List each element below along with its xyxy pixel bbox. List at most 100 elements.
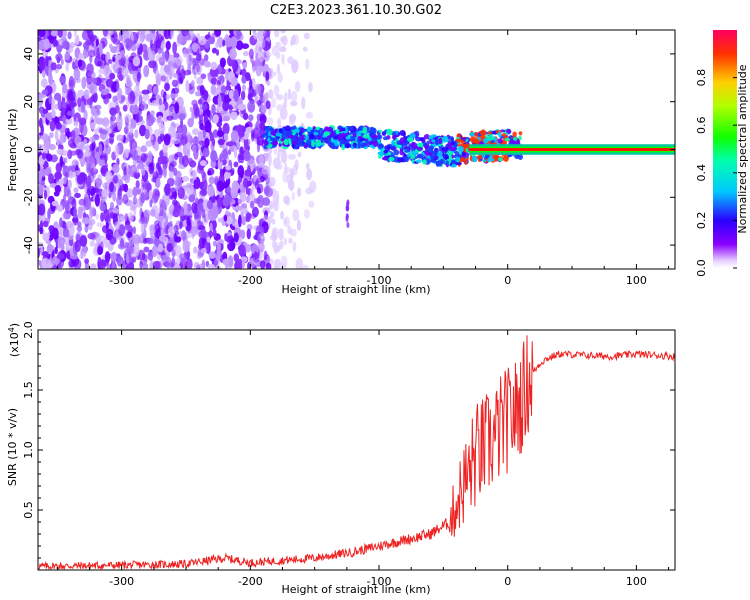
noise-blob [101, 159, 106, 165]
noise-blob [77, 59, 83, 68]
noise-blob [39, 168, 47, 177]
noise-blob [164, 30, 168, 38]
noise-blob [131, 142, 137, 151]
noise-blob [67, 149, 73, 160]
noise-blob [149, 134, 154, 141]
noise-blob [233, 88, 239, 102]
noise-blob [89, 136, 96, 143]
noise-blob [68, 259, 76, 268]
signal-blob [464, 143, 470, 149]
noise-blob [199, 102, 208, 111]
noise-blob [254, 180, 260, 191]
noise-blob [301, 264, 309, 269]
noise-blob [59, 155, 64, 168]
signal-blob [360, 142, 366, 148]
signal-blob [430, 154, 435, 161]
noise-blob [126, 167, 132, 178]
noise-blob [138, 91, 143, 104]
noise-blob [212, 240, 217, 247]
noise-blob [297, 187, 302, 197]
colorbar-label: Normalized spectral amplitude [736, 64, 749, 233]
signal-blob [272, 140, 279, 146]
noise-blob [287, 179, 295, 191]
noise-blob [192, 128, 200, 136]
signal-blob [308, 135, 316, 140]
signal-blob [378, 129, 383, 133]
noise-blob [255, 197, 262, 205]
noise-blob [170, 30, 174, 39]
signal-blob [431, 150, 439, 155]
noise-blob [48, 74, 53, 86]
noise-blob [67, 31, 72, 40]
noise-blob [42, 108, 49, 114]
noise-blob [306, 168, 312, 181]
noise-blob [109, 181, 115, 193]
noise-blob [214, 30, 222, 37]
noise-blob [104, 138, 110, 145]
noise-blob [230, 238, 236, 251]
noise-blob [74, 192, 81, 199]
noise-blob [294, 81, 301, 92]
noise-blob [173, 191, 177, 200]
noise-blob [291, 192, 296, 201]
noise-blob [148, 163, 155, 175]
noise-blob [303, 208, 311, 219]
noise-blob [100, 212, 105, 222]
colorbar-ticks: 0.0 0.2 0.4 0.6 0.8 [695, 69, 737, 277]
noise-blob [250, 129, 255, 142]
noise-blob [111, 124, 115, 131]
signal-blob [335, 128, 340, 135]
noise-blob [199, 84, 205, 95]
noise-blob [143, 246, 150, 253]
noise-blob [183, 201, 188, 213]
noise-blob [132, 186, 138, 197]
noise-blob [126, 231, 133, 239]
noise-blob [221, 159, 227, 166]
noise-blob [108, 59, 113, 64]
y-tick-label: 40 [22, 47, 35, 61]
noise-blob [148, 47, 152, 60]
noise-blob [144, 50, 148, 60]
noise-blob [284, 92, 288, 105]
signal-blob [435, 161, 440, 167]
noise-blob [127, 262, 134, 269]
signal-blob [464, 159, 468, 166]
y-tick-label: 0.5 [22, 501, 35, 519]
noise-blob [62, 149, 68, 157]
noise-blob [159, 198, 163, 208]
noise-blob [54, 171, 62, 180]
noise-blob [270, 97, 277, 109]
noise-blob [287, 56, 294, 64]
noise-blob [112, 38, 121, 45]
noise-blob [39, 117, 43, 128]
colorbar-tick-label: 0.6 [695, 116, 708, 134]
signal-blob [339, 141, 347, 145]
noise-blob [86, 75, 93, 85]
noise-blob [89, 240, 96, 247]
noise-blob [114, 144, 120, 158]
noise-blob [99, 246, 104, 255]
noise-blob [125, 124, 133, 130]
noise-blob [68, 75, 75, 88]
noise-blob [142, 237, 148, 245]
snr-xlabel: Height of straight line (km) [281, 583, 430, 596]
noise-blob [242, 51, 250, 57]
noise-blob [121, 175, 129, 181]
noise-blob [278, 228, 284, 235]
noise-blob [271, 45, 280, 57]
noise-blob [178, 105, 184, 113]
colorbar-gradient [713, 30, 737, 268]
noise-blob [172, 41, 178, 55]
signal-blob [498, 131, 502, 138]
signal-blob [397, 157, 404, 163]
noise-blob [237, 103, 246, 111]
noise-blob [74, 30, 77, 38]
noise-blob [54, 68, 59, 74]
noise-blob [191, 99, 198, 107]
noise-blob [277, 72, 283, 83]
signal-blob [474, 131, 478, 137]
noise-blob [70, 254, 78, 260]
signal-blob [396, 144, 403, 148]
noise-blob [112, 163, 120, 174]
signal-blob [469, 132, 476, 137]
